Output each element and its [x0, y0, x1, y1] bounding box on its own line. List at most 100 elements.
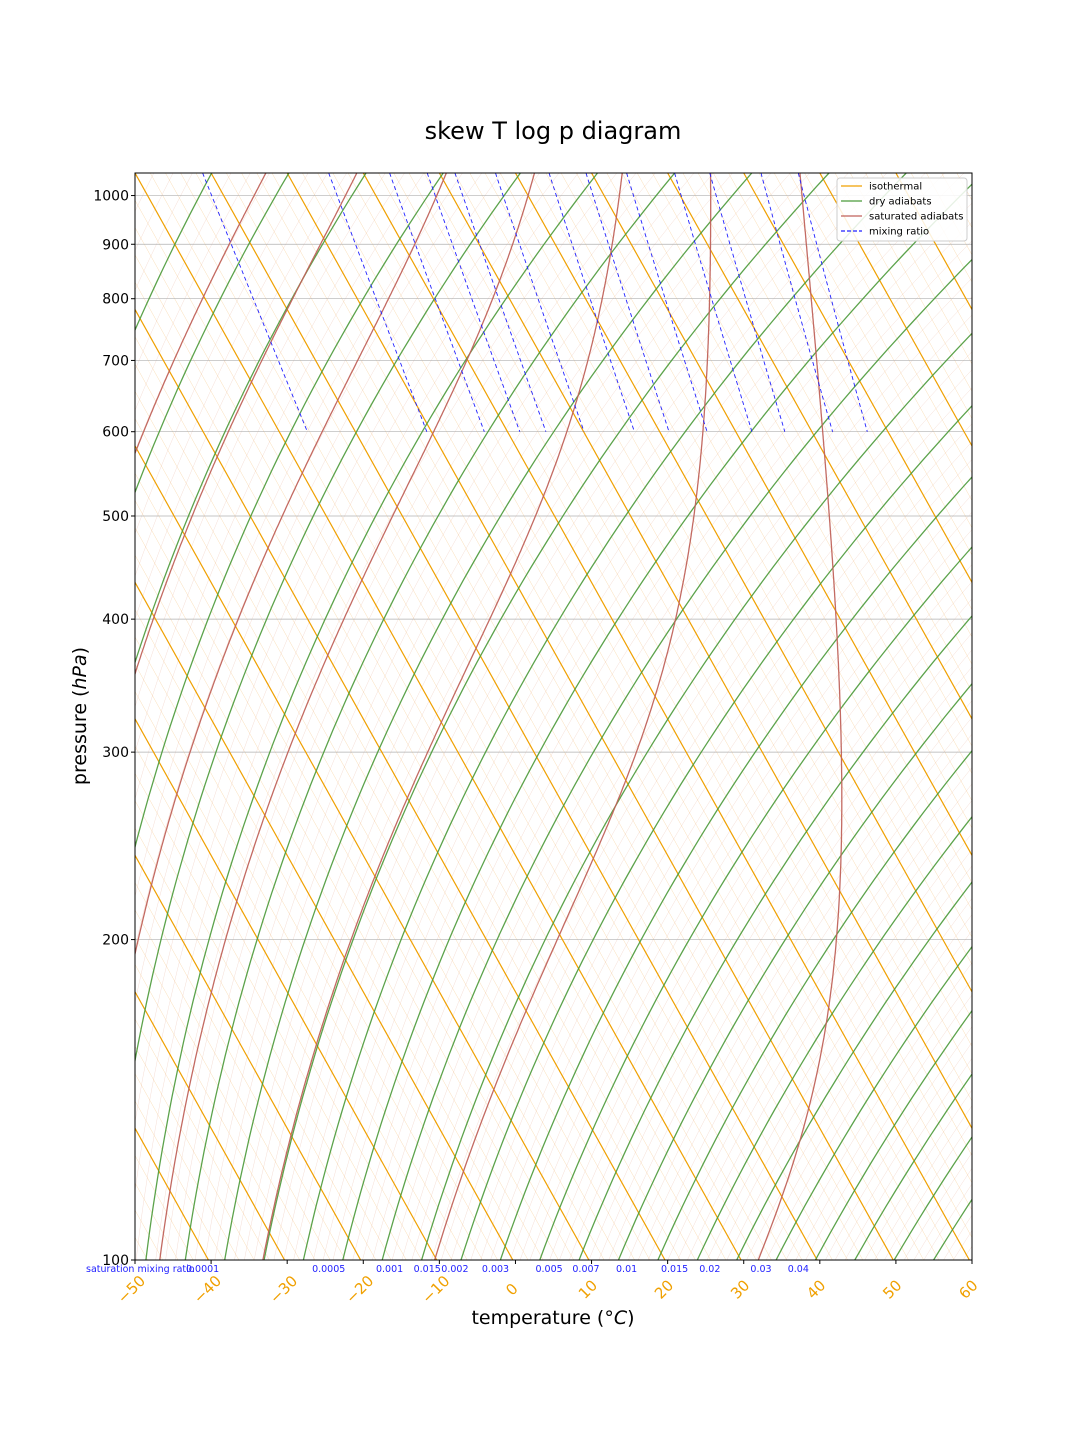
fine-adiabat	[549, 564, 972, 1260]
fine-isotherm	[135, 527, 544, 1260]
mixing-ratio-line	[454, 173, 547, 432]
fine-isotherm	[135, 281, 681, 1260]
fine-isotherm	[941, 173, 972, 228]
fine-adiabat	[667, 767, 972, 1260]
fine-isotherm	[956, 173, 972, 201]
fine-adiabat	[450, 387, 972, 1260]
mixing-ratio-line	[797, 173, 868, 432]
x-tick-label: 20	[651, 1276, 677, 1302]
fine-isotherm	[758, 173, 972, 556]
dry-adiabat-line	[499, 476, 972, 1260]
fine-adiabat	[618, 683, 972, 1260]
saturated-adiabat-line	[434, 173, 712, 1260]
fine-adiabat	[874, 1105, 972, 1260]
fine-isotherm	[135, 991, 285, 1260]
saturated-adiabat-line	[159, 173, 536, 1260]
isotherm-line	[135, 854, 362, 1260]
x-axis-label: temperature (°C)	[471, 1307, 634, 1329]
fine-adiabat	[943, 1214, 972, 1260]
fine-isotherm	[697, 173, 972, 665]
x-tick-label: −10	[418, 1272, 453, 1307]
dry-adiabat-line	[893, 1135, 972, 1260]
fine-adiabat	[588, 632, 972, 1260]
fine-adiabat	[401, 296, 972, 1260]
fine-isotherm	[971, 173, 972, 174]
y-axis-ticks: 1000 900 800 700 600 500 400 300 200 100	[93, 189, 135, 1269]
saturated-adiabat-line	[262, 173, 623, 1260]
fine-adiabat	[766, 930, 972, 1260]
fine-isotherm	[545, 173, 972, 938]
fine-isotherm	[530, 173, 972, 965]
mixing-ratio-line	[674, 173, 753, 432]
fine-adiabat	[135, 173, 212, 331]
fine-adiabat	[214, 173, 733, 1260]
fine-adiabat	[785, 962, 972, 1260]
fine-isotherm	[591, 173, 972, 856]
mixing-ratio-line	[202, 173, 308, 432]
fine-isotherm	[682, 173, 972, 692]
fine-isotherm	[500, 173, 972, 1020]
legend-label: dry adiabats	[869, 197, 932, 208]
fine-isotherm	[804, 173, 972, 474]
fine-isotherm	[135, 636, 483, 1260]
dry-adiabat-line	[135, 173, 521, 1065]
y-tick-label: 500	[102, 509, 129, 525]
fine-isotherm	[667, 173, 972, 720]
fine-isotherm	[560, 173, 972, 911]
mixing-ratio-axis-label: saturation mixing ratio	[86, 1264, 195, 1275]
dry-adiabat-line	[302, 173, 907, 1260]
fine-adiabat	[362, 221, 972, 1260]
fine-isotherm	[0, 173, 11, 1260]
fine-adiabat	[805, 994, 972, 1260]
fine-adiabat	[529, 529, 972, 1260]
fine-isotherm	[515, 173, 972, 993]
fine-adiabat	[0, 173, 19, 1260]
fine-adiabat	[135, 173, 560, 1193]
fine-adiabat	[825, 1026, 972, 1260]
fine-isotherm	[271, 173, 879, 1260]
isotherm-line	[438, 173, 972, 1130]
fine-adiabat	[135, 173, 290, 493]
fine-isotherm	[302, 173, 909, 1260]
fine-adiabat	[165, 173, 637, 1260]
mixing-ratio-label: 0.003	[482, 1264, 509, 1275]
y-axis-label-unit: hPa	[69, 654, 91, 689]
background-fine-lines	[0, 173, 1080, 1260]
fine-adiabat	[313, 173, 926, 1260]
fine-adiabat	[135, 173, 405, 753]
dry-adiabat-line	[657, 749, 972, 1260]
legend-label: isothermal	[869, 182, 922, 193]
fine-adiabat	[135, 173, 444, 848]
x-tick-label: −40	[190, 1272, 225, 1307]
fine-isotherm	[135, 1127, 209, 1260]
fine-isotherm	[135, 718, 437, 1260]
mixing-ratio-label: 0.01	[616, 1264, 637, 1275]
fine-isotherm	[135, 554, 529, 1260]
dry-adiabat-line	[135, 173, 136, 174]
fine-adiabat	[1003, 173, 1080, 1260]
fine-isotherm	[135, 336, 650, 1260]
fine-isotherm	[0, 173, 41, 1260]
fine-isotherm	[135, 882, 346, 1260]
mixing-ratio-line	[495, 173, 585, 432]
fine-adiabat	[913, 1167, 972, 1260]
legend-label: mixing ratio	[869, 227, 929, 238]
fine-adiabat	[638, 717, 972, 1260]
fine-isotherm	[135, 472, 574, 1260]
fine-adiabat	[903, 1152, 972, 1260]
dry-adiabat-line	[578, 614, 972, 1260]
mixing-ratio-label: 0.0005	[312, 1264, 345, 1275]
fine-adiabat	[746, 898, 972, 1260]
saturated-adiabat-line	[135, 173, 267, 455]
fine-isotherm	[728, 173, 972, 611]
fine-adiabat	[155, 173, 617, 1260]
fine-adiabat	[135, 173, 425, 800]
fine-adiabat	[194, 173, 695, 1260]
isotherm-line	[135, 444, 590, 1260]
fine-isotherm	[165, 173, 772, 1260]
legend-label: saturated adiabats	[869, 212, 963, 223]
isotherm-line	[743, 173, 972, 584]
fine-isotherm	[135, 1073, 240, 1260]
fine-isotherm	[135, 745, 422, 1260]
fine-adiabat	[608, 666, 972, 1260]
